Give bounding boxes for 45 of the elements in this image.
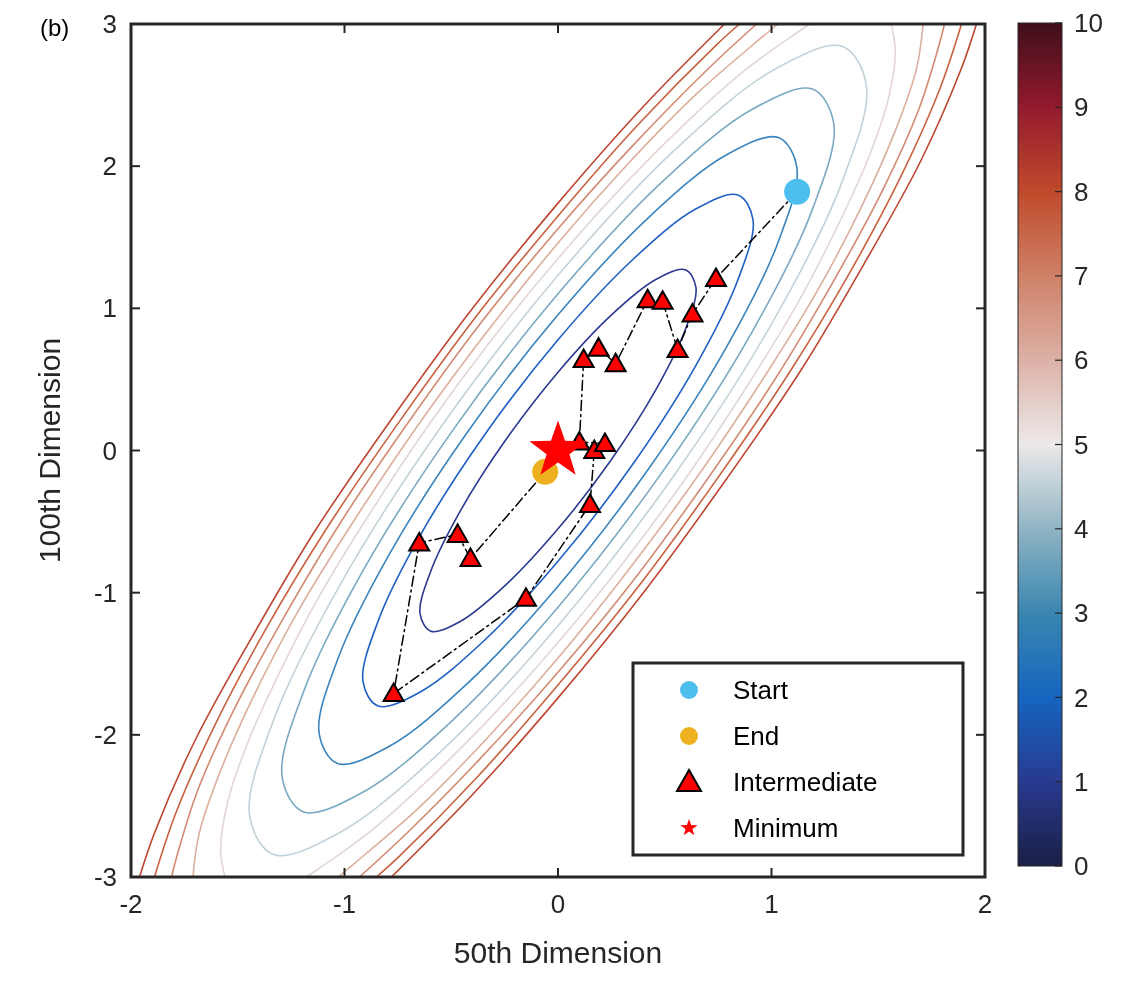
color-bar-label: 0 bbox=[1074, 851, 1089, 882]
point bbox=[604, 352, 627, 373]
point bbox=[704, 267, 727, 287]
point bbox=[579, 493, 602, 514]
color-bar-label: 3 bbox=[1074, 598, 1089, 629]
y-axis-title: 100th Dimension bbox=[33, 337, 66, 564]
point bbox=[382, 682, 405, 703]
color-bar-label: 1 bbox=[1074, 766, 1089, 797]
y-tick-label: 0 bbox=[102, 435, 117, 466]
point bbox=[651, 290, 674, 310]
color-bar-label: 4 bbox=[1074, 513, 1089, 544]
y-tick-label: -1 bbox=[93, 577, 117, 608]
y-tick-label: -2 bbox=[93, 719, 117, 750]
point bbox=[572, 348, 595, 369]
legend-label: Intermediate bbox=[733, 767, 878, 798]
y-tick-label: 2 bbox=[102, 151, 117, 182]
y-tick-label: 3 bbox=[102, 9, 117, 40]
color-bar-label: 8 bbox=[1074, 176, 1089, 207]
text: (b) bbox=[40, 14, 70, 41]
point bbox=[593, 432, 616, 452]
point bbox=[529, 420, 587, 475]
point bbox=[587, 337, 610, 357]
point bbox=[459, 547, 482, 568]
color-bar-label: 10 bbox=[1074, 8, 1103, 39]
point bbox=[446, 523, 469, 543]
color-bar-label: 2 bbox=[1074, 682, 1089, 713]
point bbox=[408, 531, 431, 552]
point bbox=[514, 587, 537, 607]
legend-label: Minimum bbox=[733, 813, 839, 844]
legend-label: End bbox=[733, 721, 780, 752]
color-bar-label: 5 bbox=[1074, 429, 1089, 460]
point bbox=[681, 303, 704, 323]
color-bar-label: 6 bbox=[1074, 345, 1089, 376]
x-tick-label: 2 bbox=[977, 889, 993, 919]
point bbox=[666, 338, 689, 359]
x-tick-label: 1 bbox=[764, 889, 779, 919]
x-tick-label: 0 bbox=[550, 889, 566, 919]
color-bar-label: 9 bbox=[1074, 92, 1089, 123]
y-tick-label: 1 bbox=[102, 293, 117, 324]
x-tick-label: -1 bbox=[332, 889, 357, 919]
color-bar-label: 7 bbox=[1074, 261, 1089, 291]
x-axis-title: 50th Dimension bbox=[453, 936, 663, 969]
point bbox=[784, 178, 811, 205]
y-tick-label: -3 bbox=[93, 862, 117, 893]
legend-label: Start bbox=[733, 675, 789, 706]
